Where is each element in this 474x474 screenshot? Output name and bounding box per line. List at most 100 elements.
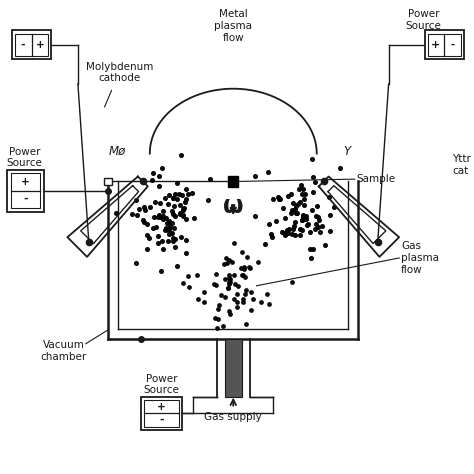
Bar [425,30,464,59]
Point [156,213,164,220]
Point [168,219,176,227]
Point [239,295,246,302]
Point [299,227,306,234]
Point [164,200,172,208]
Point [310,173,317,180]
Point [193,271,201,279]
Point [313,212,320,220]
Point [279,228,286,236]
Point [182,198,189,206]
Point [234,299,241,306]
Point [213,325,221,332]
Point [171,236,178,243]
Point [311,178,319,186]
Point [163,219,171,227]
Point [302,215,310,223]
Point [302,212,310,219]
Point [240,271,247,279]
Point [173,262,181,270]
Point [301,190,309,198]
Point [279,204,286,212]
Point [275,194,283,201]
Point [312,220,319,228]
Bar [144,400,179,427]
Point [243,253,250,261]
Point [281,214,289,221]
Point [292,202,300,210]
Point [292,232,299,239]
Point [298,190,306,198]
Point [289,207,296,214]
Point [182,195,190,202]
Point [321,241,328,249]
Point [177,151,185,159]
Text: +: + [21,177,30,187]
Point [233,290,240,298]
Point [180,279,187,287]
Point [149,169,157,177]
Point [152,223,160,231]
Point [326,193,333,201]
Point [297,181,305,188]
Point [159,207,167,214]
Point [179,205,187,212]
Point [155,239,162,246]
Text: Power
Source: Power Source [144,374,179,395]
Point [149,176,156,184]
Point [200,298,208,306]
Point [287,209,294,217]
Point [182,186,190,193]
Point [212,270,220,277]
Point [141,206,149,214]
Point [211,315,219,322]
Point [281,231,288,238]
Point [168,229,175,237]
Bar [10,173,40,209]
Point [269,195,277,202]
Point [128,210,136,218]
Point [265,301,273,308]
Point [224,284,232,292]
Point [146,235,153,242]
Point [166,230,174,237]
Point [161,227,169,234]
Point [284,226,292,233]
Point [163,214,170,222]
Point [164,226,172,234]
Point [170,224,177,231]
Bar [140,397,182,430]
Point [188,189,196,197]
Point [214,315,221,322]
Point [190,215,197,222]
Point [241,290,249,298]
Point [158,237,166,245]
Point [169,234,176,242]
Point [169,195,176,202]
Point [155,182,163,190]
Point [156,199,164,207]
Point [308,206,316,213]
Point [249,295,256,302]
Text: Power
Source: Power Source [405,9,441,31]
Point [182,249,189,256]
Point [165,218,173,225]
Point [234,303,241,310]
Point [301,196,308,203]
Point [160,213,167,220]
Point [267,230,275,238]
Text: -: - [20,40,25,50]
Bar [228,176,238,187]
Point [309,189,317,196]
Text: Gas supply: Gas supply [204,411,262,421]
Point [316,217,323,224]
Point [165,191,173,199]
Point [218,291,225,299]
Point [264,168,272,176]
Point [157,267,165,275]
Point [171,212,179,220]
Point [163,224,170,231]
Point [299,211,307,219]
Point [165,225,173,233]
Point [150,213,158,220]
Point [226,279,233,286]
